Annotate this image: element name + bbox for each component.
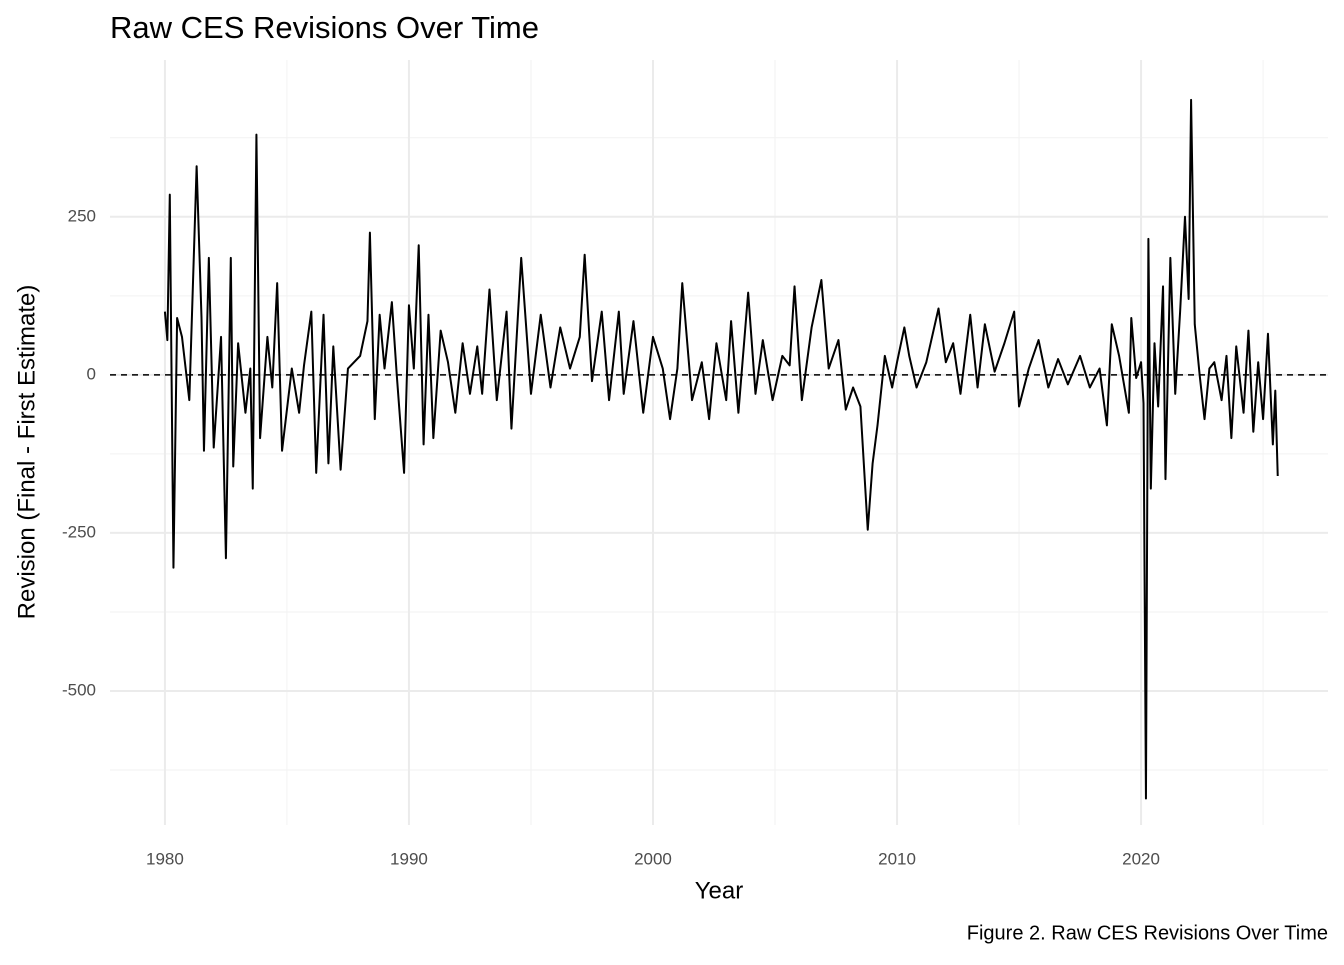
y-axis-title: Revision (Final - First Estimate) bbox=[13, 285, 40, 620]
y-tick-label: -250 bbox=[62, 522, 96, 541]
x-tick-label: 2000 bbox=[634, 849, 672, 868]
y-tick-label: -500 bbox=[62, 680, 96, 699]
y-tick-label: 250 bbox=[68, 206, 96, 225]
line-series bbox=[163, 98, 1279, 800]
x-tick-label: 2010 bbox=[878, 849, 916, 868]
x-axis-title: Year bbox=[695, 877, 744, 904]
x-tick-label: 2020 bbox=[1122, 849, 1160, 868]
caption: Figure 2. Raw CES Revisions Over Time bbox=[967, 922, 1328, 944]
y-tick-label: 0 bbox=[87, 364, 96, 383]
x-tick-label: 1990 bbox=[390, 849, 428, 868]
chart-title: Raw CES Revisions Over Time bbox=[110, 10, 539, 45]
x-tick-label: 1980 bbox=[146, 849, 184, 868]
